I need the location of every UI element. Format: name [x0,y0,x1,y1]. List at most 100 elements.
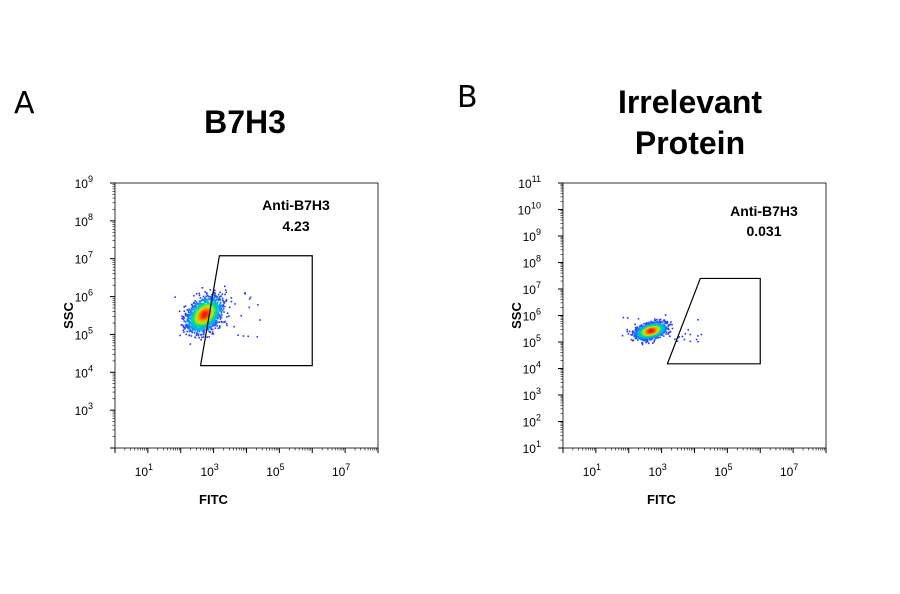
plot-a-event-dot [198,308,200,311]
plot-b-event-dot [650,321,653,324]
plot-a-event-dot [189,328,191,331]
plot-a-event-dot [202,332,205,335]
plot-b-event-dot [646,340,649,343]
plot-b-event-dot [634,323,636,326]
plot-a-event-dot [228,315,230,317]
plot-a-event-dot [188,317,190,320]
plot-a-event-dot [201,336,203,339]
plot-a-event-dot [191,327,194,329]
plot-a-event-dot [221,293,224,295]
plot-a-event-dot [209,323,211,325]
plot-a-event-dot [196,315,199,318]
plot-a-event-dot [196,309,199,312]
plot-a-event-dot [220,295,222,297]
plot-b-event-dot [656,318,658,321]
plot-a-frame [114,182,379,449]
plot-a-event-dot [223,305,226,308]
plot-a-event-dot [218,321,220,323]
plot-b-event-dot [647,336,650,339]
plot-a-event-dot [211,328,214,331]
plot-a-event-dot [217,301,219,304]
plot-b-event-dot [621,334,624,337]
plot-a-event-dot [225,298,228,301]
plot-b-event-dot [632,339,635,342]
plot-b-event-dot [628,330,631,333]
plot-b-event-dot [636,330,638,332]
plot-b-event-dot [663,323,665,326]
plot-b-event-dot [631,334,634,336]
plot-a-event-dot [218,299,221,301]
plot-a-event-dot [209,327,211,329]
plot-a-event-dot [203,331,205,334]
plot-b-event-dot [662,331,664,334]
plot-a-event-dot [214,320,216,323]
plot-a-event-dot [214,324,216,327]
plot-a-event-dot [181,324,184,327]
plot-b-event-dot [697,335,699,337]
plot-b-events [621,314,703,346]
plot-a-event-dot [226,316,228,318]
plot-a-event-dot [211,304,213,307]
plot-a-event-dot [222,303,225,306]
plot-a-event-dot [198,292,201,295]
plot-b-y-tick-label: 102 [523,413,541,430]
plot-a-event-dot [204,313,206,316]
plot-a-y-tick-label: 104 [75,363,93,380]
plot-a-event-dot [216,325,219,327]
plot-a-event-dot [213,304,216,307]
plot-a-event-dot [207,329,209,331]
plot-a-event-dot [190,322,193,325]
plot-a-event-dot [208,336,210,338]
plot-b-event-dot [622,316,625,319]
plot-a-event-dot [184,314,187,316]
plot-a-x-tick-label: 105 [266,462,284,479]
panel-b-title-line-1: Irrelevant [617,84,763,120]
plot-a-event-dot [198,311,201,314]
plot-a-event-dot [195,301,198,303]
plot-b-event-dot [678,336,680,338]
plot-a-event-dot [244,292,246,294]
plot-a-event-dot [212,323,215,325]
plot-a-event-dot [207,301,210,304]
plot-b-event-dot [654,319,657,322]
plot-a-event-dot [205,300,208,302]
plot-a-event-dot [199,296,202,299]
plot-b-event-dot [651,337,654,340]
plot-b-event-dot [650,330,652,332]
plot-b-event-dot [631,330,634,333]
plot-a-event-dot [218,316,221,318]
panel-b-title-line-2: Protein [634,125,746,161]
plot-a-event-dot [216,296,218,298]
plot-a-event-dot [203,330,205,333]
plot-a-event-dot [185,333,187,336]
plot-a-event-dot [223,321,225,323]
plot-b-event-dot [655,337,657,340]
plot-a-event-dot [187,319,189,322]
plot-a-event-dot [207,302,210,305]
plot-a-event-dot [181,315,183,317]
plot-a-event-dot [217,313,220,315]
plot-a-event-dot [192,322,194,325]
plot-b-event-dot [637,335,640,338]
plot-a-event-dot [208,295,211,298]
plot-b-event-dot [644,322,647,325]
plot-a-event-dot [228,306,231,309]
plot-a-event-dot [200,329,202,331]
plot-b-event-dot [636,326,639,329]
plot-b-event-dot [657,336,659,338]
plot-a-y-tick-label: 106 [75,288,93,305]
plot-a-event-dot [198,323,201,326]
plot-a-event-dot [195,304,197,307]
plot-b-event-dot [671,327,674,330]
plot-a-event-dot [226,312,229,314]
plot-a-event-dot [212,317,215,320]
plot-a-event-dot [218,306,220,309]
plot-a-event-dot [219,325,221,328]
plot-b-event-dot [645,340,648,343]
plot-a-event-dot [213,295,216,297]
plot-a-event-dot [192,324,195,326]
plot-a-event-dot [240,314,242,317]
plot-a-event-dot [213,297,215,299]
plot-a-event-dot [218,314,220,317]
